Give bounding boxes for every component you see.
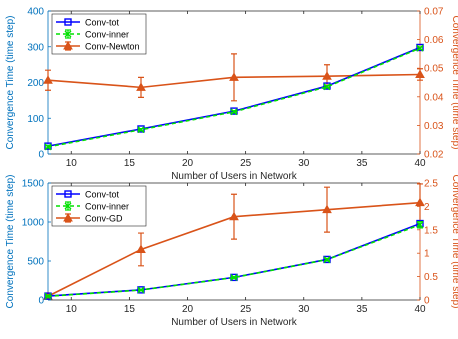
data-point bbox=[415, 197, 425, 207]
data-point bbox=[230, 108, 238, 116]
left-y-tick-label: 300 bbox=[27, 42, 44, 53]
x-tick-label: 30 bbox=[298, 304, 310, 315]
legend-label: Conv-tot bbox=[85, 18, 120, 28]
right-y-tick-label: 1 bbox=[424, 249, 430, 260]
left-y-tick-label: 1500 bbox=[22, 179, 45, 190]
right-y-axis-label: Convergence Time (time step) bbox=[450, 16, 458, 150]
series-conv-inner bbox=[44, 44, 424, 151]
legend: Conv-tot Conv-inner Conv-GD bbox=[51, 185, 147, 227]
legend-marker bbox=[64, 18, 72, 26]
data-point bbox=[44, 143, 52, 151]
left-y-tick-label: 0 bbox=[38, 150, 44, 161]
data-point bbox=[137, 126, 145, 134]
legend-label: Conv-inner bbox=[85, 30, 129, 40]
x-tick-label: 15 bbox=[124, 304, 136, 315]
left-y-tick-label: 1000 bbox=[22, 218, 45, 229]
data-point bbox=[229, 72, 239, 81]
left-y-axis-label: Convergence Time (time step) bbox=[5, 16, 16, 150]
right-y-tick-label: 0.07 bbox=[424, 7, 444, 18]
x-tick-label: 10 bbox=[66, 304, 78, 315]
x-tick-label: 30 bbox=[298, 158, 310, 169]
data-point bbox=[322, 71, 332, 80]
x-tick-label: 40 bbox=[414, 158, 426, 169]
right-y-tick-label: 2.5 bbox=[424, 179, 438, 190]
series-conv-newton bbox=[43, 53, 425, 102]
data-point bbox=[136, 82, 146, 91]
data-point bbox=[44, 292, 52, 300]
legend-label: Conv-GD bbox=[85, 214, 123, 224]
chart-panel-2: 10 15 20 25 30 35 4005001000150000.511.522.5Nu… bbox=[5, 175, 458, 328]
data-point bbox=[137, 286, 145, 294]
x-tick-label: 20 bbox=[182, 304, 194, 315]
right-y-tick-label: 0.03 bbox=[424, 121, 444, 132]
right-y-tick-label: 2 bbox=[424, 202, 430, 213]
data-point bbox=[323, 256, 331, 264]
right-y-tick-label: 0.06 bbox=[424, 35, 444, 46]
right-y-tick-label: 0.02 bbox=[424, 150, 444, 161]
legend-marker bbox=[63, 212, 73, 222]
legend-marker bbox=[63, 40, 73, 50]
chart-panel-1: 10 15 20 25 30 35 4001002003004000.020.030.040… bbox=[5, 7, 458, 183]
x-tick-label: 10 bbox=[66, 158, 78, 169]
x-tick-label: 35 bbox=[356, 158, 368, 169]
x-axis-label: Number of Users in Network bbox=[171, 171, 298, 182]
right-y-tick-label: 0.05 bbox=[424, 64, 444, 75]
right-y-tick-label: 0 bbox=[424, 296, 430, 307]
data-point bbox=[416, 221, 424, 229]
right-y-tick-label: 0.04 bbox=[424, 92, 444, 103]
data-point bbox=[415, 69, 425, 78]
data-point bbox=[230, 274, 238, 282]
legend-marker bbox=[64, 30, 72, 38]
data-point bbox=[323, 83, 331, 91]
legend-marker bbox=[64, 190, 72, 198]
legend: Conv-tot Conv-inner Conv-Newton bbox=[51, 13, 147, 55]
legend-marker bbox=[64, 202, 72, 210]
data-point bbox=[322, 204, 332, 214]
left-y-tick-label: 400 bbox=[27, 7, 44, 18]
data-point bbox=[416, 44, 424, 52]
right-y-tick-label: 1.5 bbox=[424, 225, 438, 236]
x-axis-label: Number of Users in Network bbox=[171, 317, 298, 328]
legend-label: Conv-inner bbox=[85, 202, 129, 212]
legend-label: Conv-tot bbox=[85, 190, 120, 200]
data-point bbox=[136, 244, 146, 253]
x-tick-label: 35 bbox=[356, 304, 368, 315]
data-point bbox=[323, 255, 331, 264]
legend-label: Conv-Newton bbox=[85, 42, 140, 52]
left-y-tick-label: 200 bbox=[27, 78, 44, 89]
left-y-tick-label: 0 bbox=[38, 296, 44, 307]
x-tick-label: 25 bbox=[240, 304, 252, 315]
data-point bbox=[43, 75, 53, 84]
x-tick-label: 20 bbox=[182, 158, 194, 169]
right-y-axis-label: Convergence Time (time step) bbox=[450, 175, 458, 309]
left-y-tick-label: 500 bbox=[27, 257, 44, 268]
x-tick-label: 25 bbox=[240, 158, 252, 169]
data-point bbox=[229, 211, 239, 221]
left-y-axis-label: Convergence Time (time step) bbox=[5, 175, 16, 309]
x-tick-label: 15 bbox=[124, 158, 136, 169]
series-conv-inner bbox=[44, 221, 424, 300]
x-tick-label: 40 bbox=[414, 304, 426, 315]
left-y-tick-label: 100 bbox=[27, 114, 44, 125]
right-y-tick-label: 0.5 bbox=[424, 272, 438, 283]
